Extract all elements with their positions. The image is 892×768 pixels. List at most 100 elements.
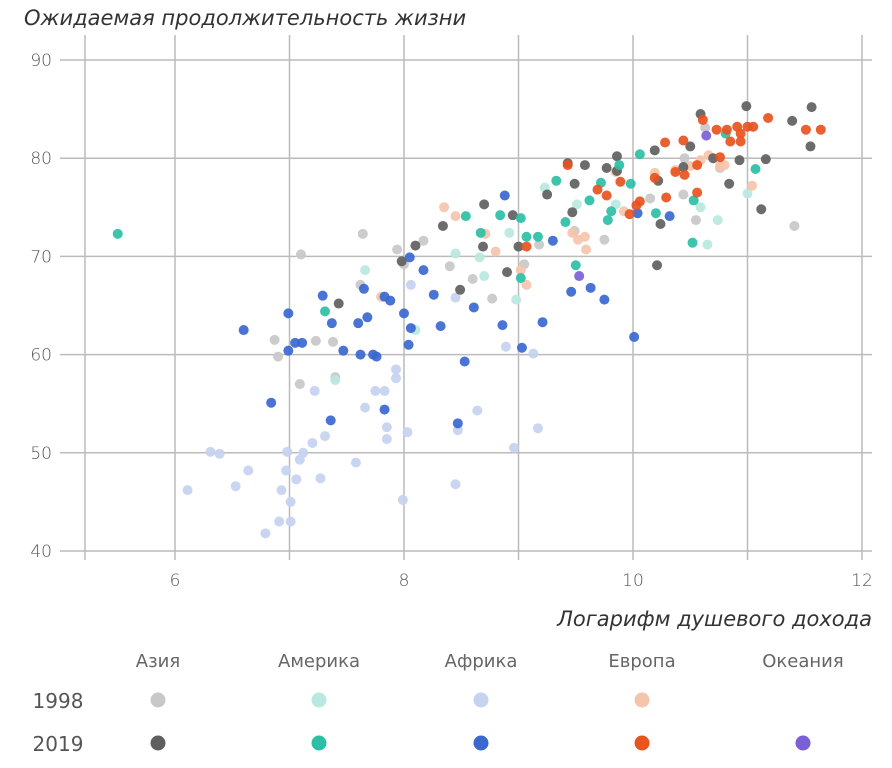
data-point: [370, 385, 381, 396]
data-point: [362, 312, 373, 323]
data-point: [700, 122, 711, 133]
data-point: [360, 265, 371, 276]
data-point: [410, 240, 421, 251]
data-point: [547, 235, 558, 246]
data-point: [601, 163, 612, 174]
data-point: [655, 218, 666, 229]
data-point: [685, 141, 696, 152]
data-point: [570, 260, 581, 271]
data-point: [276, 485, 287, 496]
y-tick-label: 90: [30, 51, 52, 71]
y-tick-label: 70: [30, 247, 52, 267]
y-axis-ticks: 40 50 60 70 80 90: [30, 51, 52, 562]
data-point: [403, 339, 414, 350]
data-point: [692, 160, 703, 171]
data-point: [748, 121, 759, 132]
data-point: [679, 169, 690, 180]
data-point: [283, 308, 294, 319]
data-point: [678, 162, 689, 173]
data-point: [815, 124, 826, 135]
data-point: [330, 375, 341, 386]
data-point: [532, 423, 543, 434]
data-point: [679, 153, 690, 164]
data-point: [357, 228, 368, 239]
data-point: [439, 202, 450, 213]
data-point: [459, 356, 470, 367]
data-point: [571, 199, 582, 210]
data-point: [634, 149, 645, 160]
data-point: [474, 252, 485, 263]
legend-region-label: Европа: [608, 651, 675, 672]
data-point: [243, 465, 254, 476]
data-point: [652, 260, 663, 271]
data-point: [396, 256, 407, 267]
data-point: [205, 446, 216, 457]
data-point: [734, 155, 745, 166]
data-point: [601, 190, 612, 201]
data-point: [371, 351, 382, 362]
data-point: [450, 292, 461, 303]
data-point: [560, 217, 571, 228]
data-point: [307, 437, 318, 448]
data-point: [495, 210, 506, 221]
data-point: [521, 241, 532, 252]
data-point: [688, 195, 699, 206]
data-point: [497, 320, 508, 331]
data-point: [584, 195, 595, 206]
data-point: [625, 178, 636, 189]
data-point: [353, 318, 364, 329]
data-point: [294, 379, 305, 390]
data-point: [687, 237, 698, 248]
data-point: [805, 141, 816, 152]
data-point: [315, 473, 326, 484]
data-point: [532, 231, 543, 242]
data-point: [285, 516, 296, 527]
data-point: [317, 290, 328, 301]
legend-region-label: Америка: [278, 651, 360, 672]
y-tick-label: 50: [30, 444, 52, 464]
data-point: [534, 239, 545, 250]
legend-marker: [634, 735, 650, 751]
data-point: [806, 102, 817, 113]
data-point: [502, 267, 513, 278]
data-point: [521, 279, 532, 290]
data-point: [528, 348, 539, 359]
legend: Азия Америка Африка Европа Океания 1998 2019: [33, 651, 844, 756]
data-point: [649, 145, 660, 156]
data-point: [444, 261, 455, 272]
data-point: [579, 160, 590, 171]
data-point: [585, 282, 596, 293]
legend-year-label: 2019: [33, 732, 84, 756]
legend-marker: [311, 735, 327, 751]
data-point: [297, 337, 308, 348]
x-tick-label: 6: [170, 571, 181, 591]
legend-marker: [150, 735, 166, 751]
data-point: [475, 227, 486, 238]
data-point: [452, 418, 463, 429]
data-point: [295, 249, 306, 260]
data-point: [661, 192, 672, 203]
data-point: [697, 114, 708, 125]
data-point: [479, 199, 490, 210]
data-point: [319, 431, 330, 442]
data-point: [611, 151, 622, 162]
data-point: [452, 425, 463, 436]
data-point: [715, 152, 726, 163]
data-point: [634, 196, 645, 207]
data-point: [428, 289, 439, 300]
data-point: [283, 345, 294, 356]
legend-marker: [311, 692, 327, 708]
data-point: [567, 207, 578, 218]
data-point: [418, 265, 429, 276]
data-point: [678, 189, 689, 200]
data-point: [468, 302, 479, 313]
data-point: [615, 176, 626, 187]
data-point: [273, 351, 284, 362]
data-point: [507, 210, 518, 221]
data-point: [614, 160, 625, 171]
data-point: [385, 295, 396, 306]
data-point: [392, 244, 403, 255]
data-point: [515, 213, 526, 224]
data-point: [405, 279, 416, 290]
